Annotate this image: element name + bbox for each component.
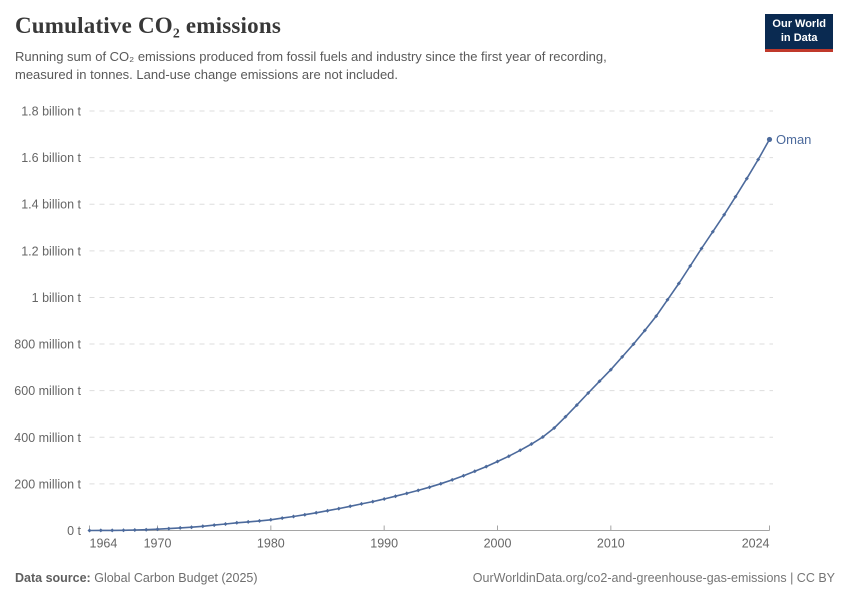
owid-logo-line2: in Data [780, 31, 818, 44]
y-tick-label: 600 million t [14, 384, 81, 398]
x-tick-label: 1970 [144, 537, 172, 551]
y-tick-label: 200 million t [14, 477, 81, 491]
y-tick-label: 1.6 billion t [21, 151, 81, 165]
x-tick-label: 2000 [484, 537, 512, 551]
y-axis-labels: 0 t 200 million t 400 million t 600 million… [14, 105, 81, 539]
data-source-label: Data source: [15, 571, 91, 585]
oman-line[interactable] [89, 139, 771, 532]
owid-url-link[interactable]: OurWorldinData.org/co2-and-greenhouse-ga… [472, 571, 835, 585]
oman-endpoint-marker[interactable] [766, 136, 773, 143]
owid-logo[interactable]: Our World in Data [765, 14, 833, 52]
x-tick-label: 1964 [90, 537, 118, 551]
data-source: Data source: Global Carbon Budget (2025) [15, 571, 258, 585]
y-tick-label: 1.4 billion t [21, 198, 81, 212]
chart-footer: Data source: Global Carbon Budget (2025)… [15, 571, 835, 585]
y-tick-label: 800 million t [14, 338, 81, 352]
y-tick-label: 0 t [67, 524, 81, 538]
gridlines [89, 110, 773, 485]
chart-subtitle: Running sum of CO₂ emissions produced fr… [15, 48, 607, 83]
x-tick-label: 1980 [257, 537, 285, 551]
x-axis-labels: 1964 1970 1980 1990 2000 2010 2024 [90, 537, 770, 551]
data-source-value: Global Carbon Budget (2025) [94, 571, 258, 585]
owid-logo-line1: Our World [772, 18, 826, 30]
series-label-oman[interactable]: Oman [776, 132, 811, 147]
y-tick-label: 400 million t [14, 431, 81, 445]
chart-title: Cumulative CO₂ emissions [15, 13, 281, 38]
x-tick-label: 1990 [370, 537, 398, 551]
chart-subtitle-line1: Running sum of CO₂ emissions produced fr… [15, 49, 607, 64]
x-tick-label: 2024 [742, 537, 770, 551]
x-tick-label: 2010 [597, 537, 625, 551]
chart-subtitle-line2: measured in tonnes. Land-use change emis… [15, 66, 399, 82]
oman-line-markers[interactable] [87, 137, 772, 533]
y-tick-label: 1.2 billion t [21, 244, 81, 258]
y-tick-label: 1.8 billion t [21, 105, 81, 119]
y-tick-label: 1 billion t [32, 291, 82, 305]
chart-header: Cumulative CO₂ emissions Running sum of … [15, 13, 607, 83]
